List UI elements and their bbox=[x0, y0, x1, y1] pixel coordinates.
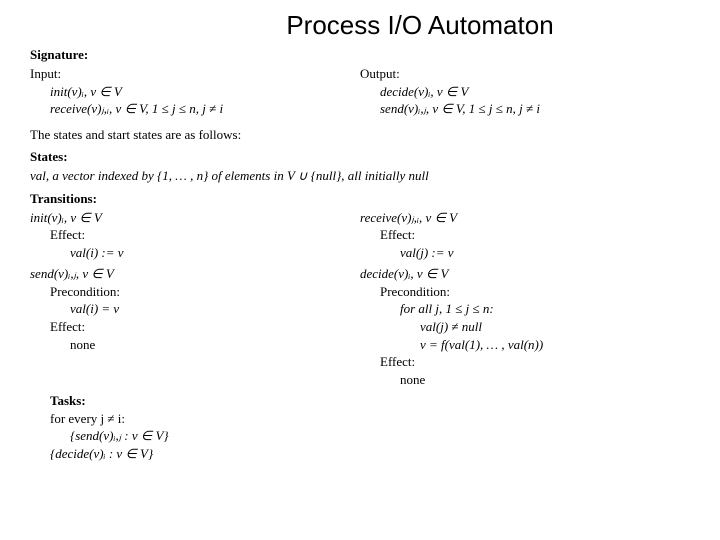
trans-body: val(i) = v bbox=[70, 300, 360, 318]
output-line: send(v)ᵢ,ⱼ, v ∈ V, 1 ≤ j ≤ n, j ≠ i bbox=[380, 100, 690, 118]
input-line: init(v)ᵢ, v ∈ V bbox=[50, 83, 360, 101]
transitions-columns: init(v)ᵢ, v ∈ V Effect: val(i) := v send… bbox=[30, 209, 690, 388]
trans-body: v = f(val(1), … , val(n)) bbox=[420, 336, 690, 354]
trans-sub: Effect: bbox=[380, 353, 690, 371]
input-col: Input: init(v)ᵢ, v ∈ V receive(v)ⱼ,ᵢ, v … bbox=[30, 65, 360, 118]
output-col: Output: decide(v)ᵢ, v ∈ V send(v)ᵢ,ⱼ, v … bbox=[360, 65, 690, 118]
trans-sub: Effect: bbox=[50, 318, 360, 336]
signature-columns: Input: init(v)ᵢ, v ∈ V receive(v)ⱼ,ᵢ, v … bbox=[30, 65, 690, 118]
trans-sub: Precondition: bbox=[50, 283, 360, 301]
states-line: val, a vector indexed by {1, … , n} of e… bbox=[30, 167, 690, 185]
trans-left-col: init(v)ᵢ, v ∈ V Effect: val(i) := v send… bbox=[30, 209, 360, 388]
trans-body: val(j) := v bbox=[400, 244, 690, 262]
input-line: receive(v)ⱼ,ᵢ, v ∈ V, 1 ≤ j ≤ n, j ≠ i bbox=[50, 100, 360, 118]
tasks-line: for every j ≠ i: bbox=[50, 410, 690, 428]
trans-body: val(j) ≠ null bbox=[420, 318, 690, 336]
output-label: Output: bbox=[360, 65, 690, 83]
trans-sub: Effect: bbox=[380, 226, 690, 244]
states-intro: The states and start states are as follo… bbox=[30, 126, 690, 144]
trans-head: receive(v)ⱼ,ᵢ, v ∈ V bbox=[360, 209, 690, 227]
trans-sub: Precondition: bbox=[380, 283, 690, 301]
input-label: Input: bbox=[30, 65, 360, 83]
tasks-label: Tasks: bbox=[50, 392, 690, 410]
output-line: decide(v)ᵢ, v ∈ V bbox=[380, 83, 690, 101]
trans-head: decide(v)ᵢ, v ∈ V bbox=[360, 265, 690, 283]
tasks-line: {send(v)ᵢ,ⱼ : v ∈ V} bbox=[70, 427, 690, 445]
trans-right-col: receive(v)ⱼ,ᵢ, v ∈ V Effect: val(j) := v… bbox=[360, 209, 690, 388]
trans-sub: Effect: bbox=[50, 226, 360, 244]
states-label: States: bbox=[30, 149, 690, 165]
trans-body: for all j, 1 ≤ j ≤ n: bbox=[400, 300, 690, 318]
trans-body: val(i) := v bbox=[70, 244, 360, 262]
trans-head: init(v)ᵢ, v ∈ V bbox=[30, 209, 360, 227]
trans-head: send(v)ᵢ,ⱼ, v ∈ V bbox=[30, 265, 360, 283]
page-title: Process I/O Automaton bbox=[150, 10, 690, 41]
trans-body: none bbox=[400, 371, 690, 389]
tasks-line: {decide(v)ᵢ : v ∈ V} bbox=[50, 445, 690, 463]
trans-body: none bbox=[70, 336, 360, 354]
transitions-label: Transitions: bbox=[30, 191, 690, 207]
signature-label: Signature: bbox=[30, 47, 690, 63]
